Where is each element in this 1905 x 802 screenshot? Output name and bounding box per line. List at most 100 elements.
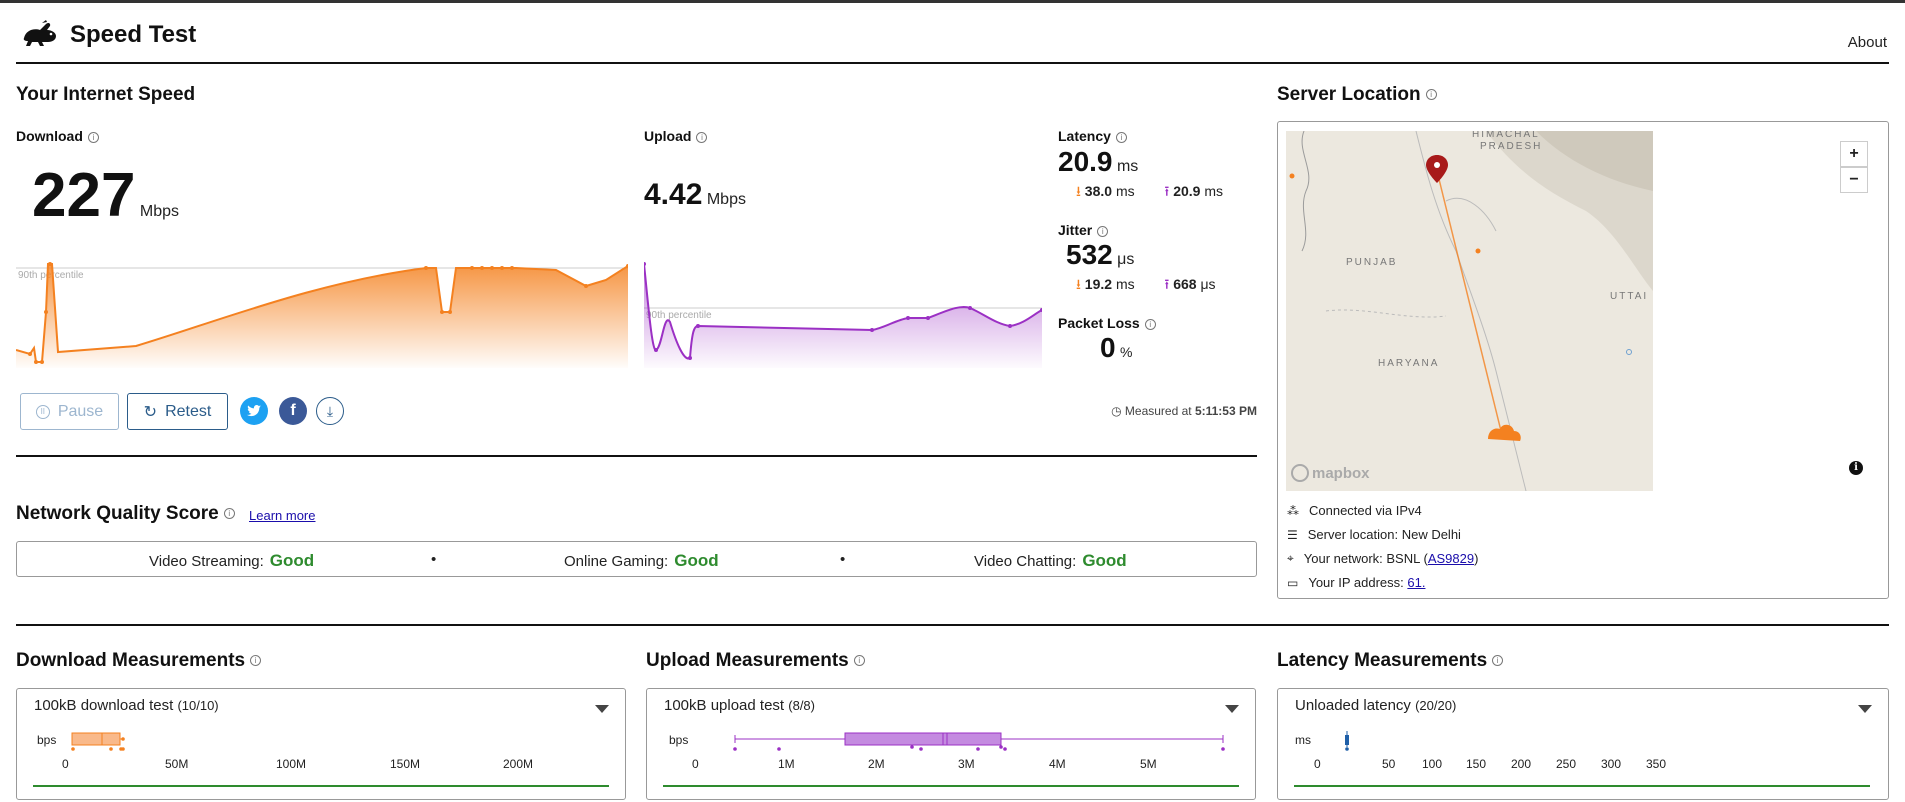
about-link[interactable]: About — [1847, 34, 1887, 51]
download-measurements-title-row: Download Measurements i — [16, 650, 262, 672]
info-icon[interactable]: i — [250, 655, 262, 667]
download-arrow-icon: ⭳ — [1076, 183, 1081, 199]
pause-icon: II — [35, 404, 50, 419]
jitter-down-value: 19.2 — [1084, 276, 1113, 292]
latency-down-value: 38.0 — [1084, 183, 1113, 199]
quality-label: Online Gaming: — [564, 553, 669, 570]
packet-loss-label: Packet Loss — [1058, 315, 1140, 331]
retest-button[interactable]: ↻ Retest — [127, 393, 228, 430]
info-icon[interactable]: i — [1144, 318, 1156, 330]
network-prefix: Your network: BSNL ( — [1303, 551, 1428, 566]
browser-icon: ▭ — [1287, 575, 1299, 590]
upload-tick: 5M — [1140, 757, 1157, 771]
server-location-box — [1277, 121, 1889, 599]
info-icon[interactable]: i — [87, 131, 99, 143]
refresh-icon: ↻ — [143, 403, 158, 421]
upload-boxplot — [733, 732, 1225, 751]
map-canvas: HIMACHAL PRADESH PUNJAB HARYANA UTTAI ma… — [1286, 131, 1653, 491]
latency-tick: 250 — [1556, 757, 1577, 771]
connection-info: ⁂ Connected via IPv4 — [1287, 503, 1422, 518]
quality-video-chatting: Video Chatting: Good — [974, 551, 1127, 571]
quality-label: Video Streaming: — [149, 553, 264, 570]
upload-speed-chart: 90th percentile — [644, 262, 1042, 368]
latency-tick: 300 — [1601, 757, 1622, 771]
network-quality-box: Video Streaming: Good • Online Gaming: Goo… — [16, 541, 1257, 577]
latency-label: Latency — [1058, 128, 1111, 144]
upload-percentile-label: 90th percentile — [646, 310, 712, 321]
cloudflare-server-icon — [1488, 424, 1521, 441]
upload-arrow-icon: ⭱ — [1164, 183, 1170, 199]
download-status-bar — [33, 785, 609, 787]
map-label-punjab: PUNJAB — [1346, 257, 1397, 268]
download-value: 227 — [32, 161, 136, 230]
latency-tick: 0 — [1314, 757, 1321, 771]
download-label: Download — [16, 128, 83, 144]
quality-dot: • — [840, 551, 846, 568]
upload-test-select[interactable]: 100kB upload test (8/8) — [664, 697, 815, 714]
chevron-down-icon[interactable] — [595, 705, 609, 713]
learn-more-link[interactable]: Learn more — [249, 508, 316, 523]
latency-tick: 50 — [1382, 757, 1396, 771]
pause-button[interactable]: II Pause — [20, 393, 119, 430]
map-label-uttar: UTTAI — [1610, 291, 1648, 302]
quality-video-streaming: Video Streaming: Good — [149, 551, 314, 571]
measured-prefix: Measured at — [1124, 404, 1192, 418]
info-icon[interactable]: i — [696, 131, 708, 143]
latency-up-unit: ms — [1204, 183, 1223, 199]
pause-button-label: Pause — [57, 402, 104, 420]
jitter-value-row: 532 μs — [1066, 239, 1134, 271]
latency-tick: 100 — [1422, 757, 1443, 771]
latency-axis-unit: ms — [1295, 733, 1311, 747]
info-icon[interactable]: i — [1097, 225, 1109, 237]
info-icon[interactable]: i — [223, 508, 235, 520]
info-icon[interactable]: i — [1492, 655, 1504, 667]
zoom-out-button[interactable]: − — [1840, 167, 1868, 193]
map-info-icon[interactable]: i — [1849, 461, 1863, 475]
info-icon[interactable]: i — [1115, 131, 1127, 143]
download-results-icon[interactable]: ⤓ — [316, 397, 344, 425]
upload-tick: 3M — [958, 757, 975, 771]
zoom-in-button[interactable]: + — [1840, 141, 1868, 167]
server-icon: ☰ — [1287, 527, 1298, 542]
server-map[interactable]: HIMACHAL PRADESH PUNJAB HARYANA UTTAI ma… — [1286, 131, 1653, 491]
info-icon[interactable]: i — [1425, 89, 1437, 101]
latency-measurements-title: Latency Measurements — [1277, 650, 1488, 671]
upload-tick: 2M — [868, 757, 885, 771]
latency-tick: 200 — [1511, 757, 1532, 771]
chevron-down-icon[interactable] — [1225, 705, 1239, 713]
jitter-unit: μs — [1117, 251, 1135, 268]
jitter-label-row: Jitter i — [1058, 222, 1109, 238]
download-arrow-icon: ⭳ — [1076, 276, 1081, 292]
latency-tick: 150 — [1466, 757, 1487, 771]
upload-status-bar — [663, 785, 1239, 787]
chevron-down-icon[interactable] — [1858, 705, 1872, 713]
network-suffix: ) — [1474, 551, 1479, 566]
upload-tick: 1M — [778, 757, 795, 771]
latency-test-select[interactable]: Unloaded latency (20/20) — [1295, 697, 1456, 714]
twitter-share-icon[interactable] — [240, 397, 268, 425]
packet-loss-label-row: Packet Loss i — [1058, 315, 1156, 331]
upload-axis-unit: bps — [669, 733, 689, 747]
asn-link[interactable]: AS9829 — [1427, 551, 1475, 566]
latency-status-bar — [1294, 785, 1870, 787]
upload-measurements-title: Upload Measurements — [646, 650, 849, 671]
quality-rating: Good — [269, 551, 315, 570]
download-tick: 200M — [503, 757, 534, 771]
map-label-pradesh: PRADESH — [1480, 141, 1542, 152]
connected-text: Connected via IPv4 — [1309, 503, 1422, 518]
your-location-pin-icon — [1426, 155, 1448, 183]
quality-label: Video Chatting: — [974, 553, 1077, 570]
server-location-info: ☰ Server location: New Delhi — [1287, 527, 1461, 542]
jitter-up-value: 668 — [1173, 276, 1197, 292]
latency-label-row: Latency i — [1058, 128, 1127, 144]
download-axis-unit: bps — [37, 733, 57, 747]
download-label-row: Download i — [16, 128, 99, 144]
latency-value: 20.9 — [1058, 146, 1113, 177]
network-quality-title: Network Quality Score — [16, 503, 219, 524]
download-tick: 100M — [276, 757, 307, 771]
download-test-select[interactable]: 100kB download test (10/10) — [34, 697, 219, 714]
facebook-share-icon[interactable]: f — [279, 397, 307, 425]
ip-link[interactable]: 61. — [1407, 575, 1426, 590]
download-unit: Mbps — [139, 203, 180, 220]
info-icon[interactable]: i — [853, 655, 865, 667]
